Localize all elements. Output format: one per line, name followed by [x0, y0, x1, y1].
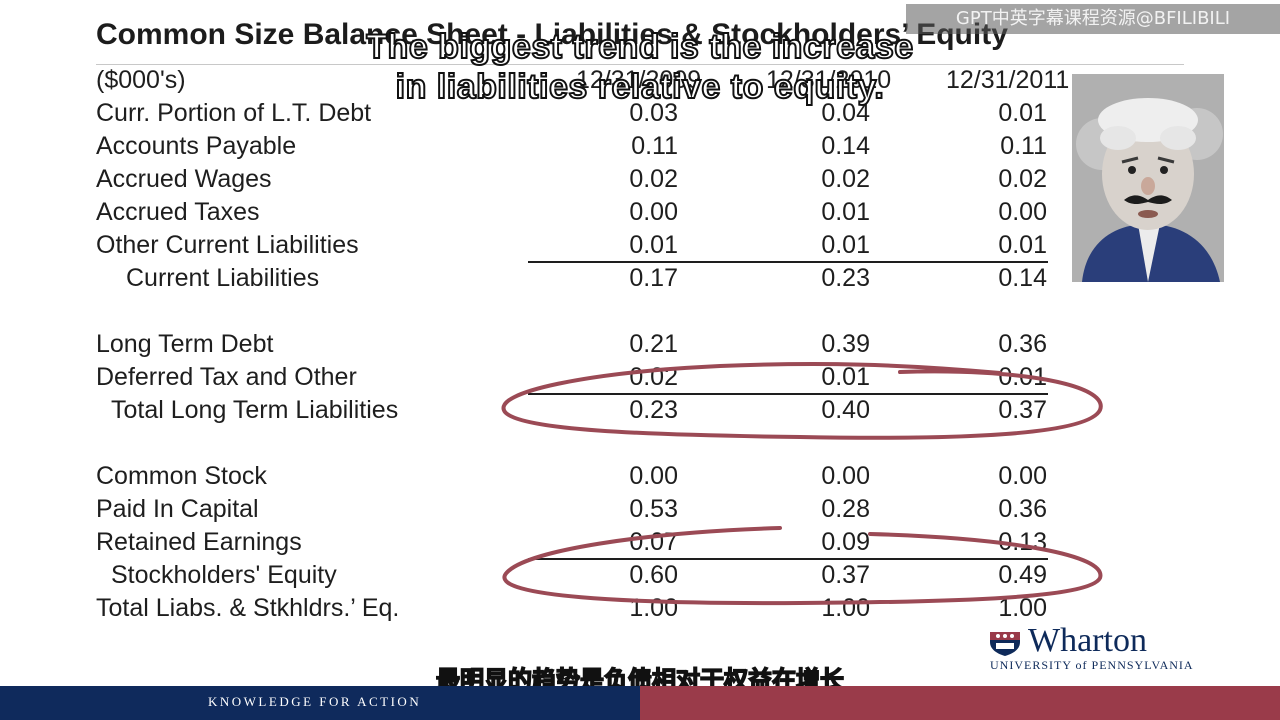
subtotal-row: Total Long Term Liabilities 0.23 0.40 0.… — [96, 396, 1056, 428]
table-row: Accounts Payable 0.11 0.14 0.11 — [96, 132, 1056, 164]
row-value: 0.02 — [821, 165, 870, 193]
row-value: 0.02 — [629, 363, 678, 391]
row-value: 0.37 — [998, 396, 1047, 424]
row-label: Accrued Wages — [96, 165, 272, 193]
row-value: 0.01 — [821, 363, 870, 391]
row-value: 1.00 — [629, 594, 678, 622]
subtotal-row: Current Liabilities 0.17 0.23 0.14 — [96, 264, 1056, 296]
row-value: 0.37 — [821, 561, 870, 589]
subtotal-rule — [528, 261, 1048, 263]
row-label: Deferred Tax and Other — [96, 363, 357, 391]
table-row: Other Current Liabilities 0.01 0.01 0.01 — [96, 231, 1056, 263]
subtotal-rule — [528, 558, 1048, 560]
footer-band-maroon — [640, 686, 1280, 720]
overlay-caption-line2: in liabilities relative to equity. — [395, 67, 885, 107]
table-row: Curr. Portion of L.T. Debt 0.03 0.04 0.0… — [96, 99, 1056, 131]
row-value: 0.39 — [821, 330, 870, 358]
slide-title: Common Size Balance Sheet - Liabilities … — [96, 18, 1008, 51]
row-label: Curr. Portion of L.T. Debt — [96, 99, 372, 127]
subtotal-row: Stockholders' Equity 0.60 0.37 0.49 — [96, 561, 1056, 593]
table-row: Long Term Debt 0.21 0.39 0.36 — [96, 330, 1056, 362]
total-row: Total Liabs. & Stkhldrs.’ Eq. 1.00 1.00 … — [96, 594, 1056, 626]
row-value: 0.01 — [998, 363, 1047, 391]
overlay-caption-line1: The biggest trend is the increase — [365, 27, 914, 67]
row-value: 1.00 — [821, 594, 870, 622]
row-value: 0.13 — [998, 528, 1047, 556]
row-label: Long Term Debt — [96, 330, 274, 358]
penn-shield-icon — [990, 632, 1020, 656]
row-value: 0.14 — [998, 264, 1047, 292]
row-value: 0.07 — [629, 528, 678, 556]
units-label: ($000's) — [96, 66, 186, 94]
row-value: 0.00 — [629, 462, 678, 490]
row-value: 0.01 — [821, 231, 870, 259]
row-value: 0.00 — [998, 198, 1047, 226]
row-value: 0.14 — [821, 132, 870, 160]
row-value: 0.23 — [629, 396, 678, 424]
row-label: Common Stock — [96, 462, 267, 490]
table-row: Retained Earnings 0.07 0.09 0.13 — [96, 528, 1056, 560]
table-row: Accrued Wages 0.02 0.02 0.02 — [96, 165, 1056, 197]
row-label: Paid In Capital — [96, 495, 259, 523]
row-value: 0.17 — [629, 264, 678, 292]
row-value: 0.23 — [821, 264, 870, 292]
row-label: Current Liabilities — [126, 264, 320, 292]
logo-subtitle: UNIVERSITY of PENNSYLVANIA — [990, 658, 1194, 672]
row-value: 0.00 — [629, 198, 678, 226]
column-header-2011: 12/31/2011 — [946, 66, 1070, 94]
row-label: Stockholders' Equity — [111, 561, 337, 589]
row-value: 0.01 — [998, 99, 1047, 127]
table-row: Paid In Capital 0.53 0.28 0.36 — [96, 495, 1056, 527]
row-value: 0.02 — [629, 165, 678, 193]
row-label: Other Current Liabilities — [96, 231, 359, 259]
row-label: Accounts Payable — [96, 132, 297, 160]
row-value: 0.60 — [629, 561, 678, 589]
row-value: 0.36 — [998, 495, 1047, 523]
table-row: Common Stock 0.00 0.00 0.00 — [96, 462, 1056, 494]
table-row: Accrued Taxes 0.00 0.01 0.00 — [96, 198, 1056, 230]
row-value: 0.21 — [629, 330, 678, 358]
row-value: 0.28 — [821, 495, 870, 523]
row-value: 0.11 — [631, 132, 678, 160]
row-value: 0.09 — [821, 528, 870, 556]
row-value: 0.04 — [821, 99, 870, 127]
row-label: Total Long Term Liabilities — [111, 396, 399, 424]
footer-tagline: KNOWLEDGE FOR ACTION — [208, 694, 422, 709]
row-value: 0.01 — [629, 231, 678, 259]
row-value: 0.40 — [821, 396, 870, 424]
subtotal-rule — [528, 393, 1048, 395]
cartoon-presenter-avatar — [1072, 74, 1224, 282]
row-label: Total Liabs. & Stkhldrs.’ Eq. — [96, 594, 400, 622]
row-label: Retained Earnings — [96, 528, 302, 556]
row-value: 0.11 — [1000, 132, 1047, 160]
row-value: 0.00 — [998, 462, 1047, 490]
table-row: Deferred Tax and Other 0.02 0.01 0.01 — [96, 363, 1056, 395]
title-divider — [96, 64, 1184, 65]
row-value: 0.01 — [998, 231, 1047, 259]
row-value: 0.01 — [821, 198, 870, 226]
row-value: 0.36 — [998, 330, 1047, 358]
row-value: 0.00 — [821, 462, 870, 490]
wharton-logo: Wharton UNIVERSITY of PENNSYLVANIA — [988, 622, 1198, 676]
row-value: 1.00 — [998, 594, 1047, 622]
row-value: 0.49 — [998, 561, 1047, 589]
row-label: Accrued Taxes — [96, 198, 260, 226]
watermark: GPT中英字幕课程资源@BFILIBILI — [906, 4, 1280, 34]
footer-band-navy — [0, 686, 640, 720]
row-value: 0.03 — [629, 99, 678, 127]
logo-wordmark: Wharton — [1028, 622, 1147, 659]
row-value: 0.53 — [629, 495, 678, 523]
row-value: 0.02 — [998, 165, 1047, 193]
table-header-row: ($000's) 12/31/2009 12/31/2010 12/31/201… — [96, 66, 1070, 98]
